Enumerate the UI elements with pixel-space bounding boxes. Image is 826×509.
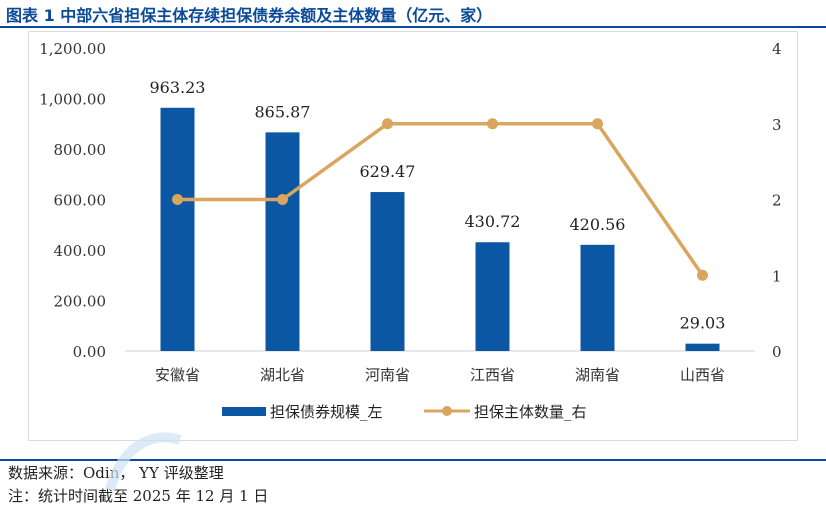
bar [475, 242, 510, 351]
right-axis-tick-label: 0 [772, 343, 782, 361]
x-axis-tick-labels: 安徽省 湖北省 河南省 江西省 湖南省 山西省 [155, 366, 725, 384]
bar-data-labels: 963.23 865.87 629.47 430.72 420.56 29.03 [150, 78, 726, 333]
line-point [277, 194, 288, 205]
bar-data-label: 430.72 [465, 212, 521, 231]
left-axis: 0.00 200.00 400.00 600.00 800.00 1,000.00 1,20… [39, 40, 106, 361]
bar-data-label: 420.56 [570, 215, 626, 234]
line-point [697, 269, 708, 281]
x-axis-tick-label: 河南省 [365, 366, 410, 384]
left-axis-tick-label: 1,000.00 [39, 91, 106, 109]
legend-bar-swatch [222, 407, 266, 416]
x-axis-tick-label: 山西省 [680, 366, 725, 384]
x-axis-tick-label: 安徽省 [155, 366, 200, 384]
line-point [592, 118, 603, 130]
left-axis-tick-label: 0.00 [73, 343, 106, 361]
figure-title: 图表 1 中部六省担保主体存续担保债券余额及主体数量（亿元、家） [6, 6, 493, 25]
line-point [172, 194, 183, 205]
title-divider [0, 26, 826, 28]
x-axis-tick-label: 湖南省 [575, 366, 620, 384]
line-point [382, 118, 393, 130]
bar-data-label: 865.87 [255, 102, 311, 121]
line-point [487, 118, 498, 130]
x-axis-tick-label: 江西省 [470, 366, 515, 384]
legend-bar-label: 担保债券规模_左 [270, 403, 383, 421]
right-axis-tick-label: 3 [772, 116, 782, 134]
date-note: 注：统计时间截至 2025 年 12 月 1 日 [8, 487, 269, 505]
footer-divider [0, 459, 826, 461]
line-path [177, 122, 704, 277]
bar [370, 192, 405, 351]
bar-data-label: 963.23 [150, 78, 206, 97]
legend-line-label: 担保主体数量_右 [474, 403, 587, 421]
right-axis-tick-label: 4 [772, 40, 782, 58]
left-axis-tick-label: 1,200.00 [39, 40, 106, 58]
chart-frame [28, 31, 798, 441]
bar [265, 132, 300, 351]
bar [160, 107, 195, 351]
bar-data-label: 629.47 [360, 162, 416, 181]
bar-data-label: 29.03 [680, 314, 726, 333]
line-series [172, 118, 708, 281]
legend-line-marker [442, 406, 452, 416]
bar [685, 343, 720, 351]
legend: 担保债券规模_左 担保主体数量_右 [222, 403, 587, 421]
bar [580, 244, 615, 351]
x-axis-tick-label: 湖北省 [260, 366, 305, 384]
left-axis-tick-label: 200.00 [54, 293, 107, 311]
left-axis-tick-label: 600.00 [54, 192, 107, 210]
combo-chart: 0.00 200.00 400.00 600.00 800.00 1,000.00 1,20… [39, 40, 782, 421]
right-axis-tick-label: 1 [772, 267, 782, 285]
left-axis-tick-label: 800.00 [54, 141, 107, 159]
left-axis-tick-label: 400.00 [54, 242, 107, 260]
right-axis: 0 1 2 3 4 [772, 40, 782, 361]
bar-series [160, 107, 720, 351]
right-axis-tick-label: 2 [772, 192, 782, 210]
source-note: 数据来源：Odin， YY 评级整理 [8, 464, 224, 482]
